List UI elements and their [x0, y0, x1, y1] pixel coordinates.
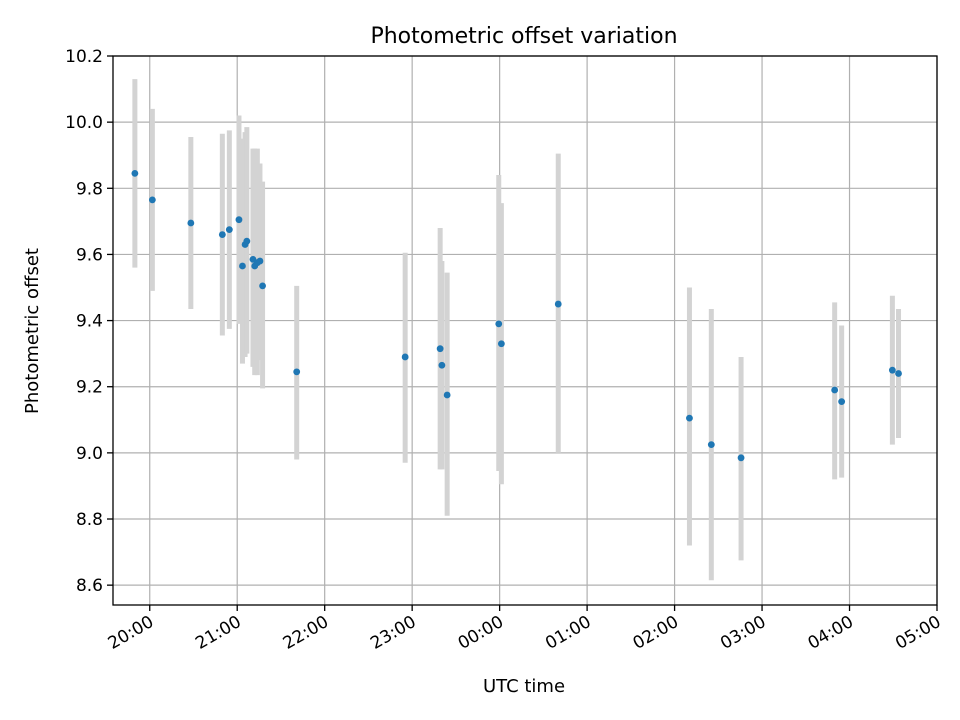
data-point: [243, 237, 251, 245]
data-point: [438, 361, 446, 369]
x-tick-label: 23:00: [367, 612, 419, 654]
data-point: [131, 170, 139, 177]
data-point: [436, 345, 444, 353]
y-axis: 8.6 8.8 9.0 9.2 9.4 9.6 9.8 10.0 10.2: [65, 47, 113, 596]
y-tick-label: 9.8: [76, 179, 103, 199]
y-tick-label: 9.2: [76, 378, 103, 398]
y-tick-label: 8.6: [76, 576, 103, 596]
x-axis: 20:00 21:00 22:00 23:00 00:00 01:00 02:00 03:00…: [105, 605, 945, 654]
chart-title: Photometric offset variation: [370, 24, 677, 49]
data-point: [554, 300, 562, 308]
data-point: [443, 391, 451, 399]
data-point: [895, 370, 902, 377]
data-point: [737, 454, 745, 462]
data-point: [293, 368, 301, 376]
data-point: [218, 231, 226, 238]
data-point: [497, 340, 505, 348]
data-point: [831, 386, 839, 394]
data-point: [187, 219, 195, 227]
point-layer: [131, 170, 902, 462]
data-point: [686, 414, 693, 422]
data-point: [256, 257, 264, 265]
x-axis-label: UTC time: [483, 676, 565, 697]
y-axis-label: Photometric offset: [22, 248, 43, 414]
data-point: [235, 216, 243, 224]
x-tick-label: 05:00: [892, 612, 944, 654]
y-tick-label: 10.0: [65, 113, 103, 133]
data-point: [148, 196, 156, 204]
x-tick-label: 01:00: [542, 612, 594, 654]
y-tick-label: 9.0: [76, 444, 103, 464]
data-point: [401, 353, 409, 361]
grid-layer: [113, 55, 938, 605]
plot-frame: [112, 55, 938, 606]
data-point: [495, 320, 503, 328]
data-point: [838, 398, 846, 406]
x-tick-label: 20:00: [105, 612, 157, 654]
data-point: [259, 282, 266, 290]
y-tick-label: 10.2: [65, 47, 103, 67]
data-point: [239, 262, 246, 270]
y-tick-label: 9.4: [76, 312, 103, 332]
data-point: [707, 441, 715, 448]
y-tick-label: 8.8: [76, 510, 103, 530]
x-tick-label: 02:00: [630, 612, 682, 654]
data-point: [888, 366, 896, 374]
x-tick-label: 03:00: [717, 612, 769, 654]
x-tick-label: 22:00: [280, 612, 332, 654]
x-tick-label: 21:00: [192, 612, 244, 654]
errorbar-layer: [132, 79, 902, 581]
y-tick-label: 9.6: [76, 245, 103, 265]
x-tick-label: 04:00: [805, 612, 857, 654]
x-tick-label: 00:00: [455, 612, 507, 654]
data-point: [225, 226, 233, 234]
